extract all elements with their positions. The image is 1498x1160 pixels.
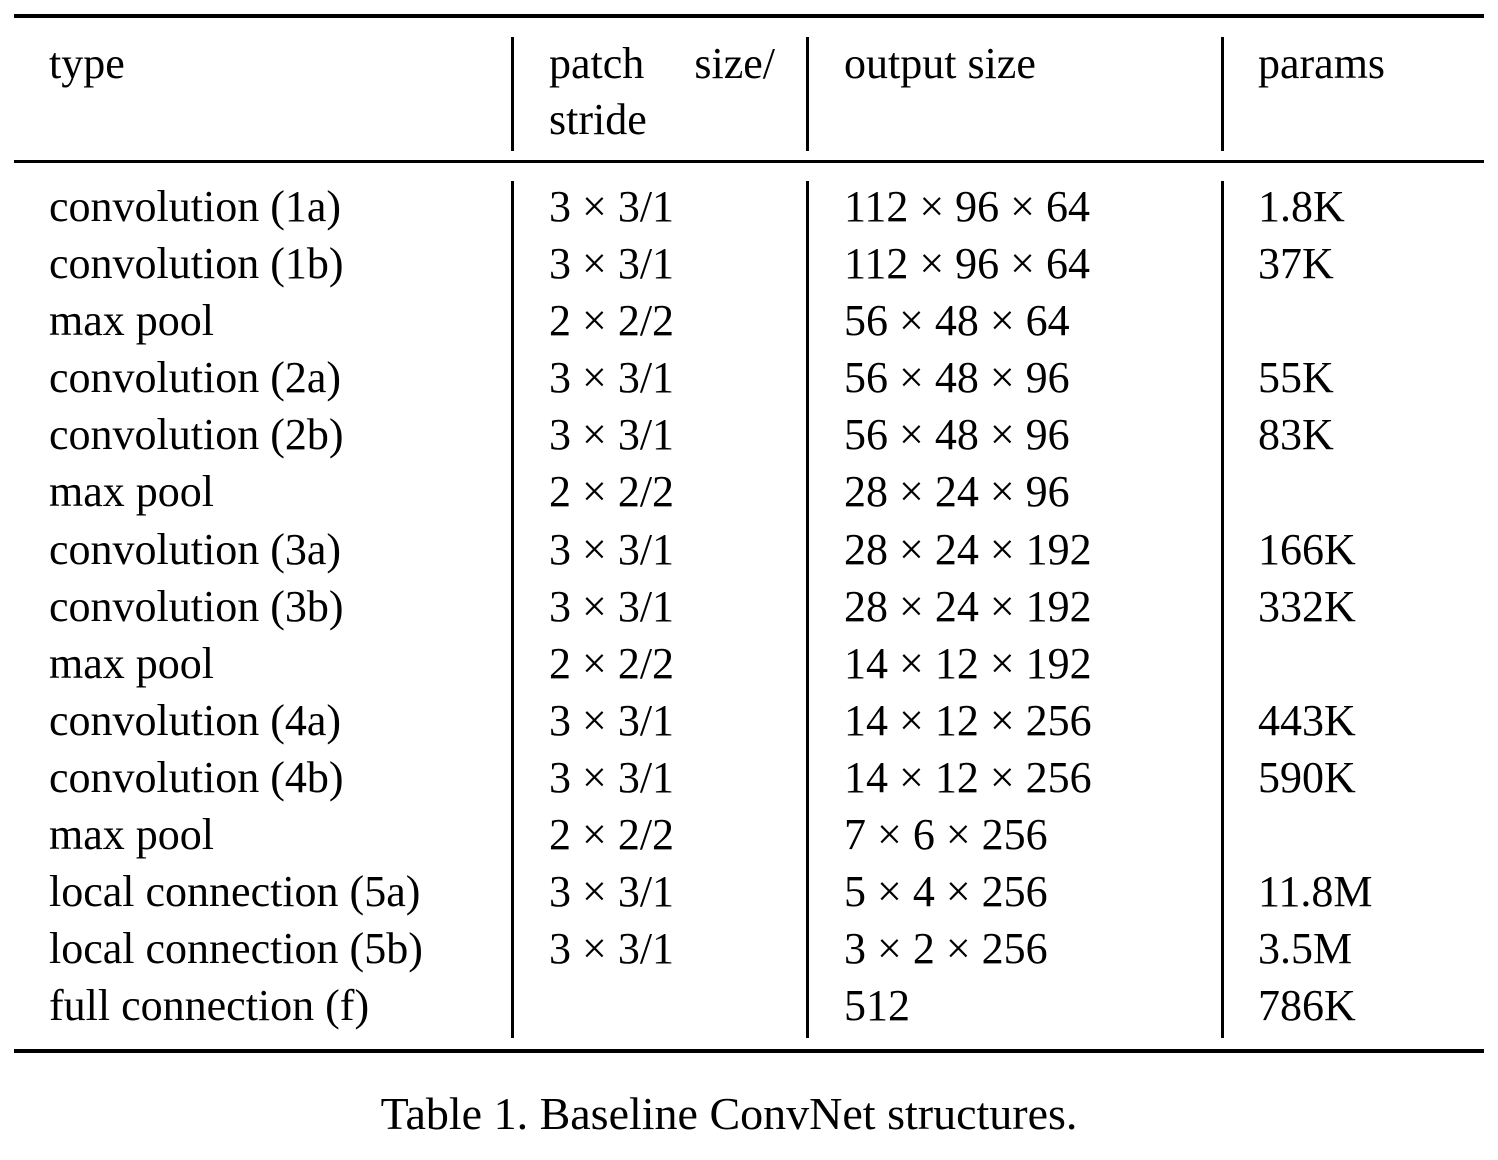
patch-stride-cell: 3 × 3/1	[549, 581, 675, 631]
patch-stride-cell: 3 × 3/1	[549, 353, 675, 403]
output-size-cell: 56 × 48 × 96	[844, 410, 1070, 460]
column-divider	[511, 181, 514, 1038]
params-cell: 332K	[1258, 581, 1356, 631]
type-cell: convolution (3a)	[49, 524, 342, 574]
patch-stride-cell: 3 × 3/1	[549, 867, 675, 917]
params-cell: 55K	[1258, 353, 1334, 403]
type-cell: convolution (1b)	[49, 239, 344, 289]
output-size-cell: 56 × 48 × 64	[844, 296, 1070, 346]
patch-stride-cell: 3 × 3/1	[549, 239, 675, 289]
params-cell: 37K	[1258, 239, 1334, 289]
params-cell: 1.8K	[1258, 182, 1345, 231]
table-row: convolution (1b) 3 × 3/1 112 × 96 × 64 37K	[0, 235, 1498, 292]
table-row: convolution (4b) 3 × 3/1 14 × 12 × 256 590K	[0, 749, 1498, 806]
patch-stride-cell: 3 × 3/1	[549, 410, 675, 460]
patch-stride-cell: 3 × 3/1	[549, 182, 675, 231]
output-size-cell: 56 × 48 × 96	[844, 353, 1070, 403]
table-body: convolution (1a) 3 × 3/1 112 × 96 × 64 1.8K…	[0, 178, 1498, 1034]
params-cell: 11.8M	[1258, 867, 1373, 917]
header-patch-size-stride: patch size/ stride	[549, 39, 775, 144]
output-size-cell: 14 × 12 × 256	[844, 695, 1092, 745]
output-size-cell: 7 × 6 × 256	[844, 810, 1048, 860]
table-row: local connection (5a) 3 × 3/1 5 × 4 × 256 1…	[0, 863, 1498, 920]
type-cell: convolution (2a)	[49, 353, 342, 403]
patch-stride-cell: 2 × 2/2	[549, 638, 675, 688]
type-cell: convolution (1a)	[49, 182, 342, 231]
output-size-cell: 14 × 12 × 256	[844, 752, 1092, 802]
table-row: convolution (1a) 3 × 3/1 112 × 96 × 64 1.8K	[0, 178, 1498, 235]
params-cell: 443K	[1258, 695, 1356, 745]
params-cell: 786K	[1258, 981, 1356, 1031]
type-cell: local connection (5a)	[49, 867, 421, 917]
patch-stride-cell: 3 × 3/1	[549, 695, 675, 745]
header-output-size: output size	[844, 39, 1036, 88]
caption-text: Table 1. Baseline ConvNet structures.	[380, 1088, 1078, 1139]
output-size-cell: 512	[844, 981, 910, 1031]
table-row: convolution (2a) 3 × 3/1 56 × 48 × 96 55K	[0, 349, 1498, 406]
table-caption: Table 1. Baseline ConvNet structures.	[0, 1084, 1498, 1144]
output-size-cell: 14 × 12 × 192	[844, 638, 1092, 688]
table-row: max pool 2 × 2/2 14 × 12 × 192	[0, 635, 1498, 692]
header-rule	[14, 160, 1484, 163]
patch-stride-cell: 3 × 3/1	[549, 924, 675, 974]
table-row: convolution (2b) 3 × 3/1 56 × 48 × 96 83K	[0, 406, 1498, 463]
patch-stride-cell: 3 × 3/1	[549, 524, 675, 574]
type-cell: max pool	[49, 467, 214, 517]
type-cell: local connection (5b)	[49, 924, 423, 974]
column-divider	[511, 37, 514, 151]
column-divider	[1221, 181, 1224, 1038]
params-cell: 3.5M	[1258, 924, 1353, 974]
type-cell: convolution (3b)	[49, 581, 344, 631]
output-size-cell: 112 × 96 × 64	[844, 182, 1090, 231]
patch-stride-cell: 3 × 3/1	[549, 752, 675, 802]
type-cell: max pool	[49, 810, 214, 860]
patch-stride-cell: 2 × 2/2	[549, 810, 675, 860]
table-row: convolution (4a) 3 × 3/1 14 × 12 × 256 443K	[0, 692, 1498, 749]
params-cell: 166K	[1258, 524, 1356, 574]
type-cell: convolution (2b)	[49, 410, 344, 460]
output-size-cell: 112 × 96 × 64	[844, 239, 1090, 289]
output-size-cell: 28 × 24 × 192	[844, 524, 1092, 574]
patch-stride-cell: 2 × 2/2	[549, 467, 675, 517]
type-cell: convolution (4b)	[49, 752, 344, 802]
type-cell: max pool	[49, 296, 214, 346]
output-size-cell: 5 × 4 × 256	[844, 867, 1048, 917]
top-rule	[14, 14, 1484, 18]
header-type: type	[49, 39, 125, 88]
table-row: max pool 2 × 2/2 56 × 48 × 64	[0, 292, 1498, 349]
table-row: convolution (3a) 3 × 3/1 28 × 24 × 192 166K	[0, 521, 1498, 578]
bottom-rule	[14, 1049, 1484, 1053]
type-cell: convolution (4a)	[49, 695, 342, 745]
params-cell: 590K	[1258, 752, 1356, 802]
header-params: params	[1258, 39, 1386, 88]
output-size-cell: 3 × 2 × 256	[844, 924, 1048, 974]
type-cell: max pool	[49, 638, 214, 688]
type-cell: full connection (f)	[49, 981, 370, 1031]
table-row: max pool 2 × 2/2 7 × 6 × 256	[0, 806, 1498, 863]
column-divider	[1221, 37, 1224, 151]
column-divider	[806, 37, 809, 151]
params-cell: 83K	[1258, 410, 1334, 460]
table-row: local connection (5b) 3 × 3/1 3 × 2 × 256 3…	[0, 920, 1498, 977]
table-row: convolution (3b) 3 × 3/1 28 × 24 × 192 332K	[0, 578, 1498, 635]
patch-stride-cell: 2 × 2/2	[549, 296, 675, 346]
output-size-cell: 28 × 24 × 192	[844, 581, 1092, 631]
table-row: max pool 2 × 2/2 28 × 24 × 96	[0, 463, 1498, 520]
table-row: full connection (f) 512 786K	[0, 977, 1498, 1034]
column-divider	[806, 181, 809, 1038]
output-size-cell: 28 × 24 × 96	[844, 467, 1070, 517]
